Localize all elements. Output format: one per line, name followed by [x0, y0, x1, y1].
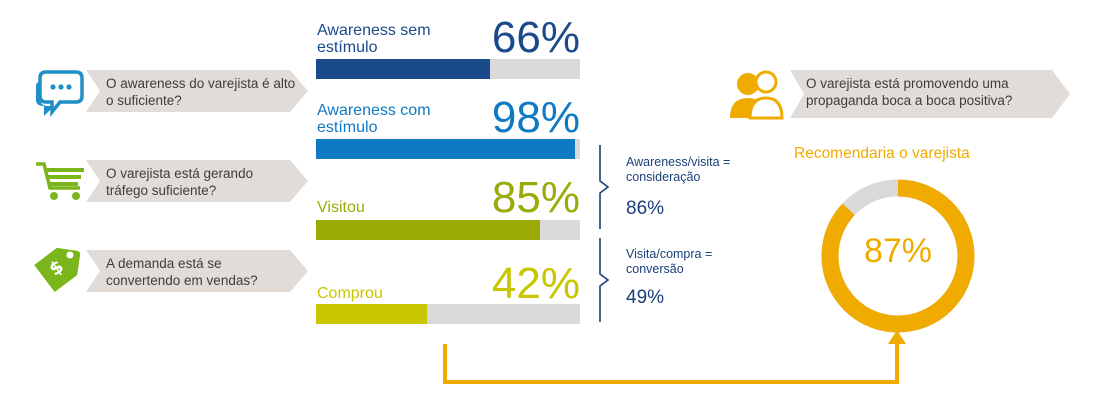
donut-slice-recomendaria — [821, 179, 975, 333]
bracket-consideracao — [599, 145, 610, 229]
donut-value: 87% — [863, 232, 933, 270]
ratio-value-consideracao: 86% — [626, 198, 665, 219]
question-box-awareness — [86, 70, 308, 112]
ratio-label-conversao: Visita/compra = conversão — [626, 247, 713, 276]
bar-value-awareness-sem: 66% — [491, 13, 580, 62]
question-traffic-text: O varejista está gerando tráfego suficie… — [106, 166, 254, 198]
bracket-conversao — [599, 238, 610, 322]
bar-awareness-sem — [316, 59, 491, 79]
people-icon — [730, 70, 784, 120]
shopping-cart-icon — [36, 162, 84, 200]
bar-label-awareness-sem: Awareness sem estímulo — [317, 22, 431, 56]
question-conversion-text: A demanda está se convertendo em vendas? — [106, 256, 258, 288]
question-word-of-mouth-text: O varejista está promovendo uma propagan… — [806, 76, 1013, 108]
question-box-traffic — [86, 160, 308, 202]
bar-label-awareness-com: Awareness com estímulo — [317, 102, 431, 136]
bar-awareness-com — [316, 139, 575, 159]
bar-track-comprou — [316, 304, 580, 324]
bar-value-comprou: 42% — [491, 259, 580, 308]
bar-track-visitou — [316, 220, 580, 240]
bar-label-comprou: Comprou — [317, 285, 383, 302]
question-box-word-of-mouth — [790, 70, 1070, 118]
bar-label-visitou: Visitou — [317, 199, 365, 216]
donut-title: Recomendaria o varejista — [794, 145, 970, 162]
question-awareness-text: O awareness do varejista é alto o sufici… — [106, 76, 296, 108]
question-box-conversion — [86, 250, 308, 292]
bar-visitou — [316, 220, 541, 240]
bar-comprou — [316, 304, 427, 324]
bar-value-visitou: 85% — [491, 173, 580, 222]
ratio-value-conversao: 49% — [626, 287, 665, 308]
price-tag-icon: $ — [34, 247, 81, 292]
flow-arrow — [443, 330, 906, 384]
speech-bubbles-icon — [36, 70, 84, 117]
donut-chart — [821, 179, 975, 333]
bar-value-awareness-com: 98% — [491, 93, 580, 142]
bar-track-awareness-com — [316, 139, 580, 159]
bar-track-awareness-sem — [316, 59, 580, 79]
ratio-label-consideracao: Awareness/visita = consideração — [626, 155, 731, 184]
